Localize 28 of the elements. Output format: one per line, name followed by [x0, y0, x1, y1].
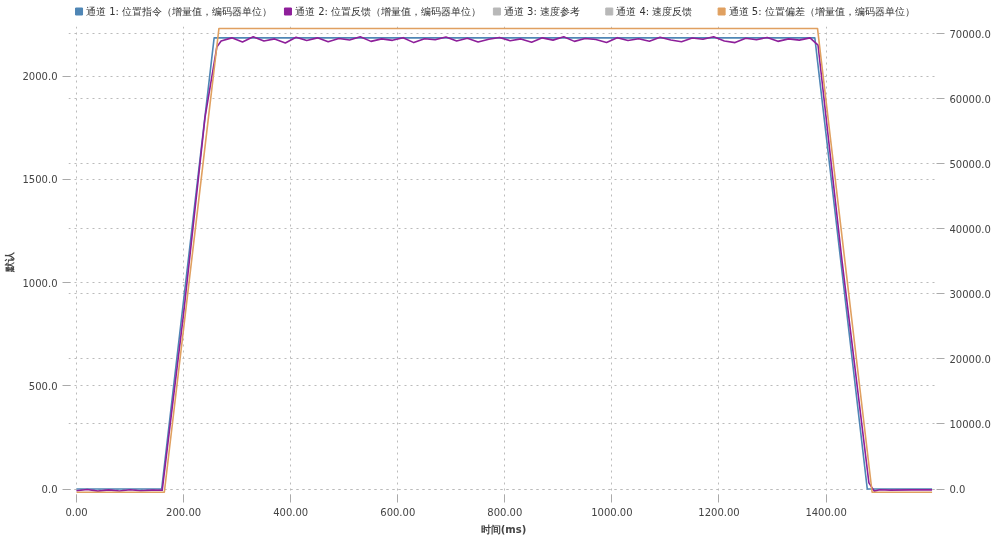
legend-label: 通道 4: 速度反馈: [616, 6, 693, 17]
x-tick-label: 0.00: [65, 506, 88, 518]
x-tick-label: 1200.00: [698, 506, 740, 518]
legend-label: 通道 1: 位置指令（增量值，编码器单位）: [86, 6, 273, 17]
legend-label: 通道 3: 速度参考: [503, 6, 581, 17]
y2-tick-label: 0.0: [949, 484, 966, 496]
x-tick-label: 600.00: [380, 506, 416, 518]
legend-label: 通道 5: 位置偏差（增量值，编码器单位）: [728, 6, 915, 17]
y2-tick-label: 70000.0: [949, 28, 991, 40]
y2-tick-label: 60000.0: [949, 93, 991, 105]
y2-tick-label: 40000.0: [949, 223, 991, 235]
x-tick-label: 400.00: [273, 506, 309, 518]
y-tick-label: 2000.0: [22, 71, 58, 83]
y-tick-label: 0.0: [41, 484, 58, 496]
y-tick-label: 1500.0: [22, 174, 58, 186]
y2-tick-label: 50000.0: [949, 158, 991, 170]
x-tick-label: 1400.00: [805, 506, 847, 518]
y-tick-label: 1000.0: [22, 277, 58, 289]
x-axis-title: 时间(ms): [480, 523, 527, 535]
y2-tick-label: 30000.0: [949, 288, 991, 300]
y-axis-title: 默认: [3, 250, 15, 273]
y2-tick-label: 10000.0: [949, 418, 991, 430]
x-tick-label: 200.00: [166, 506, 202, 518]
x-tick-label: 1000.00: [591, 506, 633, 518]
legend-label: 通道 2: 位置反馈（增量值，编码器单位）: [294, 6, 482, 17]
y2-tick-label: 20000.0: [949, 353, 991, 365]
x-tick-label: 800.00: [487, 506, 523, 518]
y-tick-label: 500.0: [28, 380, 58, 392]
